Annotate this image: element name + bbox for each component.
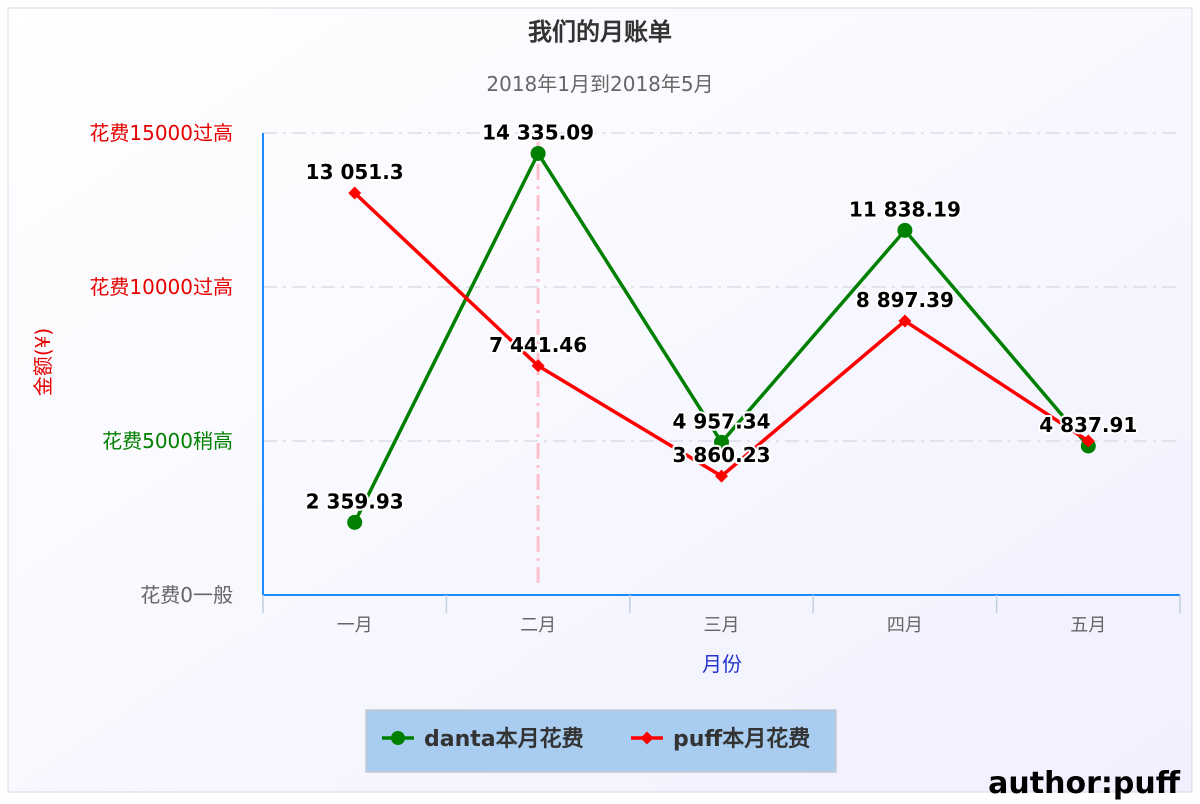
data-label: 11 838.19 — [849, 197, 961, 221]
legend-item-label: puff本月花费 — [673, 726, 810, 752]
y-tick-label: 花费15000过高 — [89, 121, 233, 145]
y-tick-label: 花费0一般 — [140, 583, 233, 607]
x-tick-label: 四月 — [887, 615, 923, 636]
credit-text: author:puff — [988, 766, 1181, 800]
x-axis-title: 月份 — [702, 652, 742, 676]
data-label: 4 957.34 — [672, 409, 770, 433]
data-point-circle — [347, 514, 363, 530]
x-tick-label: 二月 — [520, 615, 556, 636]
chart-background — [7, 7, 1193, 793]
legend-marker-circle — [391, 731, 405, 745]
data-label: 2 359.93 — [306, 489, 404, 513]
x-tick-label: 一月 — [337, 615, 373, 636]
legend-item-label: danta本月花费 — [424, 726, 584, 752]
y-tick-label: 花费5000稍高 — [102, 429, 233, 453]
data-point-diamond — [348, 186, 362, 200]
data-label: 4 837.91 — [1039, 413, 1137, 437]
data-point-circle — [530, 145, 546, 161]
data-label-layer: 2 359.93 14 335.09 4 957.34 11 838.19 4 837.… — [304, 118, 1140, 515]
x-tick-label: 三月 — [704, 615, 740, 636]
x-tick-label: 五月 — [1070, 615, 1106, 636]
data-label: 8 897.39 — [856, 288, 954, 312]
legend-box — [365, 709, 837, 773]
legend[interactable]: danta本月花费 puff本月花费 — [365, 709, 837, 773]
data-label: 13 051.3 — [306, 160, 404, 184]
legend-marker-diamond — [640, 731, 654, 745]
chart-subtitle: 2018年1月到2018年5月 — [486, 72, 713, 96]
y-tick-label: 花费10000过高 — [89, 275, 233, 299]
data-point-circle — [714, 434, 729, 450]
chart-title: 我们的月账单 — [528, 18, 672, 46]
y-axis-title: 金额(¥) — [31, 328, 55, 396]
data-label: 3 860.23 — [672, 443, 770, 467]
data-label: 14 335.09 — [482, 120, 594, 144]
data-point-diamond — [715, 469, 728, 483]
data-point-diamond — [898, 314, 912, 328]
data-point-circle — [897, 222, 913, 238]
grid-layer — [263, 132, 1180, 442]
data-point-diamond — [1081, 434, 1095, 448]
data-point-diamond — [531, 359, 545, 373]
data-label: 7 441.46 — [489, 333, 587, 357]
series-layer — [347, 145, 1096, 530]
